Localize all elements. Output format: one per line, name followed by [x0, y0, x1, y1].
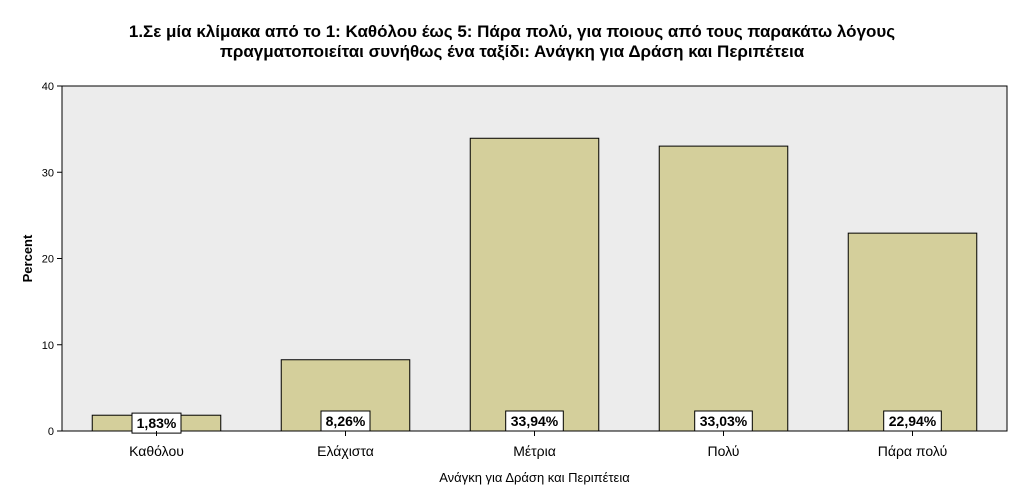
data-label: 8,26%	[326, 413, 366, 429]
x-tick-label: Πάρα πολύ	[878, 443, 947, 459]
x-tick-label: Ελάχιστα	[317, 443, 374, 459]
data-label: 33,03%	[700, 413, 748, 429]
data-label: 22,94%	[889, 413, 937, 429]
data-label: 1,83%	[137, 415, 177, 431]
bar	[469, 137, 600, 432]
x-tick-label: Πολύ	[708, 443, 740, 459]
bar	[847, 232, 978, 432]
data-label: 33,94%	[511, 413, 559, 429]
x-tick-label: Μέτρια	[513, 443, 556, 459]
x-tick-label: Καθόλου	[129, 443, 184, 459]
y-axis-title: Percent	[20, 234, 35, 282]
y-tick-label: 40	[42, 81, 54, 93]
y-tick-label: 30	[42, 167, 54, 179]
bar	[658, 145, 789, 432]
chart-title-line-2: πραγματοποιείται συνήθως ένα ταξίδι: Ανά…	[219, 42, 805, 61]
y-tick-label: 0	[48, 426, 54, 438]
y-tick-label: 10	[42, 340, 54, 352]
y-tick-label: 20	[42, 254, 54, 266]
chart-title-line-1: 1.Σε μία κλίμακα από το 1: Καθόλου έως 5…	[128, 22, 896, 41]
chart-title: 1.Σε μία κλίμακα από το 1: Καθόλου έως 5…	[0, 22, 1024, 62]
x-axis-title: Ανάγκη για Δράση και Περιπέτεια	[439, 470, 630, 485]
